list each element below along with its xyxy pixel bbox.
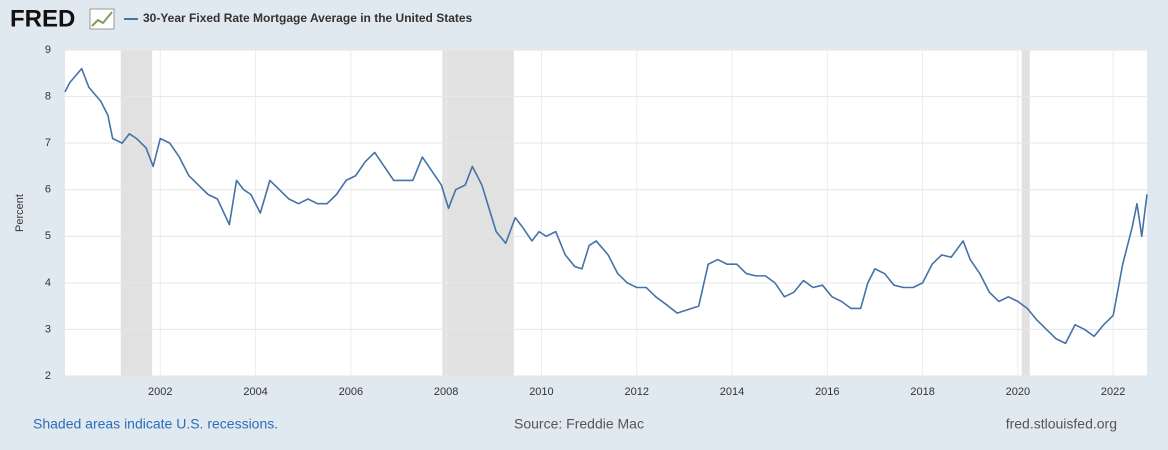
x-tick-label: 2006 <box>339 386 363 398</box>
y-tick-label: 2 <box>45 370 51 382</box>
plot-area <box>65 50 1147 376</box>
y-tick-label: 9 <box>45 44 51 56</box>
y-tick-label: 7 <box>45 137 51 149</box>
x-tick-label: 2002 <box>148 386 172 398</box>
y-tick-label: 4 <box>45 277 51 289</box>
y-axis-label: Percent <box>14 194 26 232</box>
recession-band <box>120 50 153 376</box>
y-tick-label: 3 <box>45 323 51 335</box>
recession-band <box>442 50 514 376</box>
x-tick-label: 2012 <box>624 386 648 398</box>
series-line <box>64 67 1148 345</box>
site: fred.stlouisfed.org <box>1006 416 1117 432</box>
footer-note: Shaded areas indicate U.S. recessions. <box>33 416 278 432</box>
legend-label: 30-Year Fixed Rate Mortgage Average in t… <box>143 11 473 25</box>
x-tick-label: 2018 <box>910 386 934 398</box>
logo-icon <box>89 8 115 30</box>
x-tick-label: 2020 <box>1006 386 1030 398</box>
x-tick-label: 2008 <box>434 386 458 398</box>
y-tick-label: 5 <box>45 230 51 242</box>
y-tick-label: 8 <box>45 90 51 102</box>
y-tick-label: 6 <box>45 184 51 196</box>
source: Source: Freddie Mac <box>514 416 644 432</box>
x-tick-label: 2016 <box>815 386 839 398</box>
x-tick-label: 2022 <box>1101 386 1125 398</box>
logo: FRED <box>10 5 75 32</box>
x-tick-label: 2004 <box>243 386 267 398</box>
x-tick-label: 2014 <box>720 386 744 398</box>
x-tick-label: 2010 <box>529 386 553 398</box>
recession-band <box>1021 50 1030 376</box>
